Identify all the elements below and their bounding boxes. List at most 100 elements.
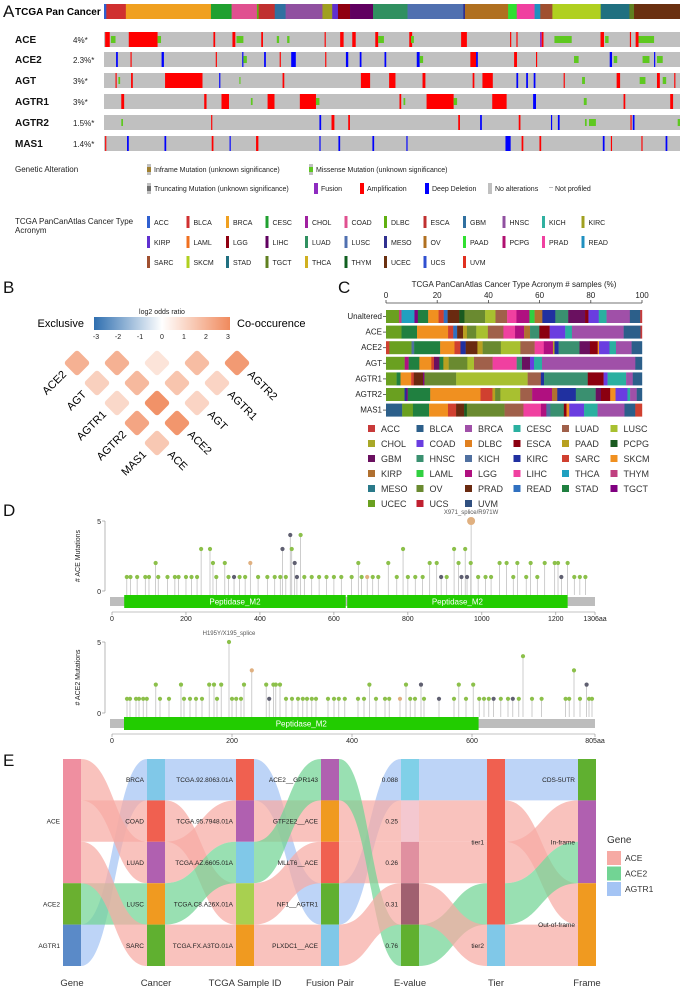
alteration-legend-label: Amplification: [367, 186, 407, 193]
bar-segment: [457, 325, 464, 339]
bar-segment: [400, 372, 412, 386]
legend-swatch: [562, 455, 569, 462]
bar-segment: [516, 356, 523, 370]
legend-label: COAD: [430, 439, 457, 449]
bar-segment: [414, 310, 419, 323]
alteration-mark: [157, 36, 162, 43]
mutation-point: [382, 696, 388, 701]
bar-segment: [623, 325, 641, 339]
alteration-mark: [480, 115, 482, 130]
sankey-node-label: LUAD: [127, 860, 145, 867]
colorbar: [94, 317, 230, 330]
cooccurrence-cell: [144, 350, 170, 376]
sankey-node: [321, 841, 339, 884]
acronym-swatch: [423, 256, 427, 268]
colorbar-title: log2 odds ratio: [139, 309, 185, 316]
sankey-flow: [419, 759, 487, 801]
legend-swatch: [607, 851, 621, 865]
bar-segment: [492, 388, 496, 401]
y-tick-label: 5: [97, 640, 101, 647]
panel-label-c: C: [338, 278, 350, 297]
bar-segment: [542, 310, 556, 323]
legend-swatch: [465, 455, 472, 462]
bar-segment: [487, 325, 504, 339]
acronym-legend-label: SKCM: [194, 260, 214, 267]
bar-segment: [626, 372, 633, 386]
acronym-legend-label: READ: [589, 240, 608, 247]
legend-swatch: [513, 455, 521, 462]
stacked-bars: Unaltered ACE ACE2 AGT AGTR1 AGTR2 MAS1: [347, 310, 643, 417]
legend-swatch: [562, 425, 569, 432]
sankey-node-label: In-frame: [551, 839, 576, 846]
inframe-swatch: [147, 167, 151, 172]
acronym-legend-label: UVM: [470, 260, 486, 267]
alteration-mark: [416, 52, 420, 67]
alteration-mark: [375, 32, 379, 47]
sankey-node-label: 0.31: [385, 901, 398, 908]
alteration-mark: [115, 73, 117, 88]
alteration-mark: [588, 119, 596, 126]
bar-segment: [554, 341, 559, 355]
exclusive-label: Exclusive: [38, 318, 84, 330]
alteration-mark: [403, 98, 406, 105]
alteration-legend-label: Truncating Mutation (unknown significanc…: [154, 186, 289, 193]
sankey-node-label: TCGA.92.8063.01A: [176, 777, 233, 784]
alteration-mark: [605, 36, 609, 43]
mutation-point: [405, 574, 410, 580]
y-tick-label: 5: [97, 519, 101, 526]
bar-segment: [520, 388, 533, 401]
acronym-legend-label: PRAD: [549, 240, 568, 247]
legend-label: DLBC: [478, 439, 503, 449]
mutation-point: [476, 574, 481, 580]
mutation-point: [394, 574, 399, 580]
alteration-mark: [574, 56, 579, 63]
mutation-point: [135, 574, 140, 580]
sankey-node: [236, 759, 254, 801]
mutation-annotation: H195Y/X195_splice: [203, 631, 256, 637]
alteration-mark: [609, 52, 613, 67]
category-label: ACE: [366, 328, 382, 337]
mutation-point: [199, 696, 205, 701]
mutation-point: [157, 696, 163, 701]
bar-segment: [386, 310, 400, 323]
sankey-flow: [505, 800, 578, 884]
mutation-point: [128, 574, 133, 580]
mutation-point: [207, 546, 213, 552]
legend-swatch: [562, 440, 569, 447]
bar-segment: [406, 388, 408, 401]
bar-segment: [386, 356, 405, 370]
bar-segment: [527, 372, 542, 386]
bar-segment: [609, 341, 617, 355]
alteration-mark: [331, 115, 335, 130]
bar-segment: [398, 310, 402, 323]
bar-segment: [542, 356, 636, 370]
bar-segment: [408, 356, 420, 370]
bar-segment: [584, 403, 598, 417]
alteration-mark: [600, 32, 604, 47]
mutation-point: [317, 574, 322, 580]
mutation-point: [413, 574, 418, 580]
cancer-type-segment: [552, 4, 601, 19]
mutation-point: [211, 682, 217, 687]
alteration-mark: [110, 36, 116, 43]
alteration-mark: [557, 115, 560, 130]
mutation-point: [313, 696, 319, 701]
bar-segment: [447, 403, 457, 417]
bar-segment: [529, 310, 535, 323]
bar-segment: [569, 403, 585, 417]
sankey-node-label: Out-of-frame: [538, 922, 575, 929]
mutation-point: [456, 682, 461, 687]
sankey-flows: [81, 759, 578, 966]
mutation-point: [515, 560, 520, 566]
bar-segment: [429, 403, 449, 417]
alteration-mark: [670, 94, 674, 109]
sankey-node: [321, 924, 339, 966]
sankey-column-label: Gene: [60, 978, 83, 989]
sankey-column-label: Frame: [573, 978, 600, 989]
acronym-swatch: [423, 216, 427, 228]
mutation-point: [584, 682, 589, 687]
bar-segment: [597, 341, 600, 355]
acronym-legend-label: ESCA: [431, 220, 450, 227]
bar-segment: [530, 325, 540, 339]
bar-segment: [467, 356, 475, 370]
